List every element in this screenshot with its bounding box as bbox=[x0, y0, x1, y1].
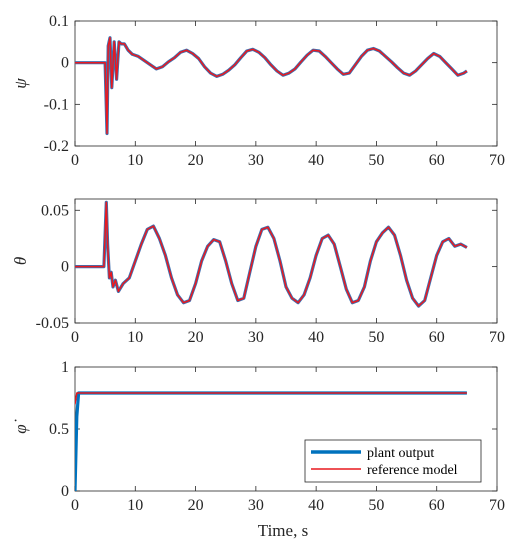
y-axis-label: ψ bbox=[11, 78, 30, 89]
y-tick-label: -0.2 bbox=[44, 138, 69, 155]
y-axis-label: θ bbox=[11, 257, 30, 265]
x-tick-label: 40 bbox=[308, 497, 324, 514]
x-tick-label: 20 bbox=[188, 329, 204, 346]
legend-reference-label: reference model bbox=[367, 463, 458, 478]
x-tick-label: 20 bbox=[188, 497, 204, 514]
y-tick-label: 0 bbox=[61, 483, 69, 500]
x-tick-label: 50 bbox=[368, 329, 384, 346]
x-tick-label: 30 bbox=[248, 329, 264, 346]
y-tick-label: 0 bbox=[61, 259, 69, 276]
x-tick-label: 60 bbox=[429, 152, 445, 169]
reference-model-line bbox=[75, 392, 467, 405]
x-tick-label: 20 bbox=[188, 152, 204, 169]
y-tick-label: 0.5 bbox=[49, 421, 69, 438]
axes-box bbox=[74, 198, 498, 324]
reference-model-line bbox=[75, 201, 468, 307]
plant-output-line bbox=[75, 36, 468, 136]
x-tick-label: 40 bbox=[308, 329, 324, 346]
x-tick-label: 0 bbox=[71, 329, 79, 346]
plant-output-line bbox=[75, 200, 468, 308]
x-tick-label: 60 bbox=[429, 497, 445, 514]
axes-box bbox=[74, 20, 498, 147]
x-tick-label: 60 bbox=[429, 329, 445, 346]
x-tick-label: 30 bbox=[248, 497, 264, 514]
y-axis-label: φ̇ bbox=[11, 419, 30, 433]
y-tick-label: 0.1 bbox=[49, 13, 69, 30]
y-tick-label: 1 bbox=[61, 359, 69, 376]
legend-plant-label: plant output bbox=[367, 446, 434, 461]
x-tick-label: 70 bbox=[489, 329, 505, 346]
x-tick-label: 10 bbox=[127, 329, 143, 346]
reference-model-line bbox=[75, 36, 468, 135]
y-tick-label: -0.1 bbox=[44, 96, 69, 113]
panel-phi-dot: 0 10 20 30 40 50 60 70 1 0.5 0 φ̇ bbox=[11, 359, 505, 514]
panel-theta: 0 10 20 30 40 50 60 700.050-0.05θ bbox=[11, 198, 505, 346]
panel-psi: 0 10 20 30 40 50 60 70 0.1 0 -0.1 -0.2 ψ bbox=[11, 13, 505, 169]
x-tick-label: 50 bbox=[368, 152, 384, 169]
x-tick-label: 0 bbox=[71, 497, 79, 514]
x-tick-label: 10 bbox=[127, 497, 143, 514]
y-tick-label: -0.05 bbox=[36, 315, 69, 332]
x-tick-label: 70 bbox=[489, 497, 505, 514]
x-tick-label: 50 bbox=[368, 497, 384, 514]
legend-box bbox=[304, 439, 482, 483]
y-tick-label: 0 bbox=[61, 55, 69, 72]
x-axis-label: Time, s bbox=[258, 521, 308, 540]
x-tick-label: 30 bbox=[248, 152, 264, 169]
x-tick-label: 40 bbox=[308, 152, 324, 169]
y-tick-label: 0.05 bbox=[41, 202, 69, 219]
x-tick-label: 0 bbox=[71, 152, 79, 169]
legend: plant output reference model bbox=[304, 439, 482, 483]
x-tick-label: 70 bbox=[489, 152, 505, 169]
x-tick-label: 10 bbox=[127, 152, 143, 169]
